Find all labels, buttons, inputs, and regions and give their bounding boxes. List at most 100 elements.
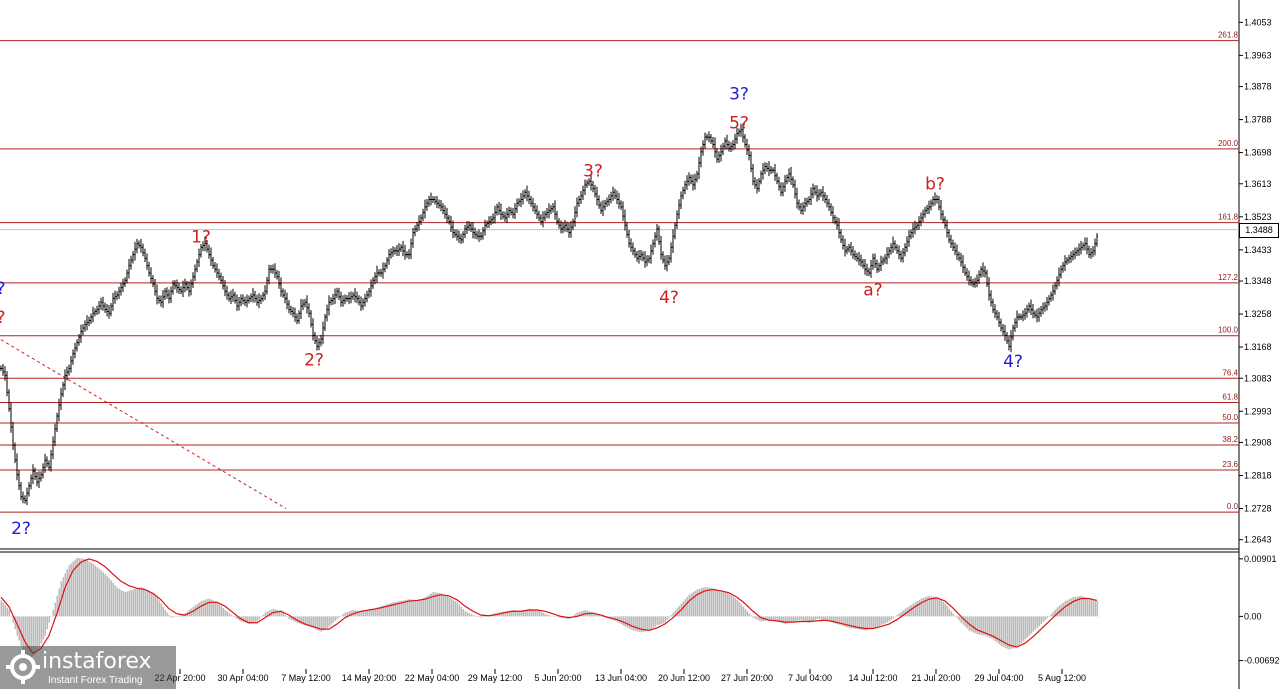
histogram-bar [278,610,281,617]
histogram-bar [90,562,93,617]
histogram-bar [698,588,701,617]
histogram-bar [1096,601,1099,617]
fib-label: 200.0 [1218,139,1239,148]
histogram-bar [580,611,583,617]
histogram-bar [364,610,367,617]
histogram-bar [846,616,849,628]
histogram-bar [36,616,39,652]
price-axis-label: 1.4053 [1244,17,1272,27]
wave-label: b? [925,174,945,194]
histogram-bar [466,612,469,617]
histogram-bar [1004,616,1007,648]
histogram-bar [876,616,879,627]
histogram-bar [128,590,131,617]
instaforex-logo-icon [6,650,40,684]
histogram-bar [922,597,925,617]
time-axis-label: 27 Jun 20:00 [721,673,773,683]
histogram-bar [910,604,913,617]
price-axis-label: 1.2993 [1244,406,1272,416]
histogram-bar [914,602,917,617]
trend-line [0,339,287,509]
oscillator-signal-line [0,558,1098,655]
histogram-bar [1054,609,1057,617]
histogram-bar [178,615,181,617]
histogram-bar [224,610,227,617]
histogram-bar [982,616,985,636]
histogram-bar [798,616,801,621]
histogram-bar [754,616,757,619]
histogram-bar [478,616,481,618]
histogram-bar [616,616,619,622]
wave-labels: ?? 2? 1? 2? 3? 4? 3? 5? a? b? 4? [0,84,1023,539]
histogram-bar [1080,595,1083,617]
histogram-bar [232,616,235,617]
histogram-bar [516,610,519,617]
histogram-bar [726,592,729,617]
histogram-bar [840,616,843,626]
histogram-bar [838,616,841,625]
histogram-bar [162,606,165,617]
time-axis-label: 14 May 20:00 [342,673,397,683]
histogram-bar [1092,599,1095,617]
histogram-bar [76,557,79,617]
histogram-bar [1090,599,1093,617]
histogram-bar [462,609,465,617]
histogram-bar [120,589,123,617]
histogram-bar [320,616,323,632]
histogram-bar [1068,599,1071,617]
histogram-bar [220,606,223,617]
histogram-bar [864,616,867,631]
histogram-bar [310,616,313,628]
histogram-bar [1016,616,1019,648]
histogram-bar [502,611,505,617]
histogram-bar [628,616,631,629]
histogram-bar [992,616,995,640]
histogram-bar [228,613,231,617]
histogram-bar [578,611,581,617]
histogram-bar [896,615,899,617]
time-axis-label: 29 Jul 04:00 [974,673,1023,683]
histogram-bar [406,599,409,617]
histogram-bar [54,602,57,617]
histogram-bar [940,600,943,617]
price-axis-label: 1.2643 [1244,535,1272,545]
histogram-bar [874,616,877,628]
histogram-bar [226,611,229,617]
histogram-bar [404,600,407,617]
histogram-bar [146,589,149,617]
histogram-bar [144,588,147,617]
histogram-bar [436,592,439,617]
histogram-bar [812,616,815,621]
histogram-bar [390,602,393,617]
wave-label: 4? [659,288,679,308]
histogram-bar [936,597,939,617]
histogram-bar [148,590,151,617]
histogram-bar [916,601,919,617]
histogram-bar [42,616,45,640]
histogram-bar [290,616,293,620]
histogram-bar [280,611,283,617]
histogram-bar [648,616,651,631]
histogram-bar [12,616,15,623]
histogram-bar [526,609,529,617]
histogram-bar [632,616,635,631]
histogram-bar [340,615,343,617]
fib-label: 0.0 [1227,502,1239,511]
histogram-bar [862,616,865,631]
histogram-bar [398,601,401,617]
histogram-bar [592,612,595,617]
histogram-bar [868,616,871,630]
histogram-bar [458,604,461,617]
wave-label: a? [863,281,882,301]
price-axis-label: 1.3788 [1244,115,1272,125]
histogram-bar [22,616,25,651]
histogram-bar [746,610,749,617]
fib-label: 61.8 [1222,392,1238,401]
histogram-bar [950,611,953,617]
histogram-bar [100,570,103,617]
histogram-bar [732,596,735,617]
histogram-bar [248,616,251,625]
histogram-bar [332,616,335,623]
histogram-bar [460,606,463,617]
